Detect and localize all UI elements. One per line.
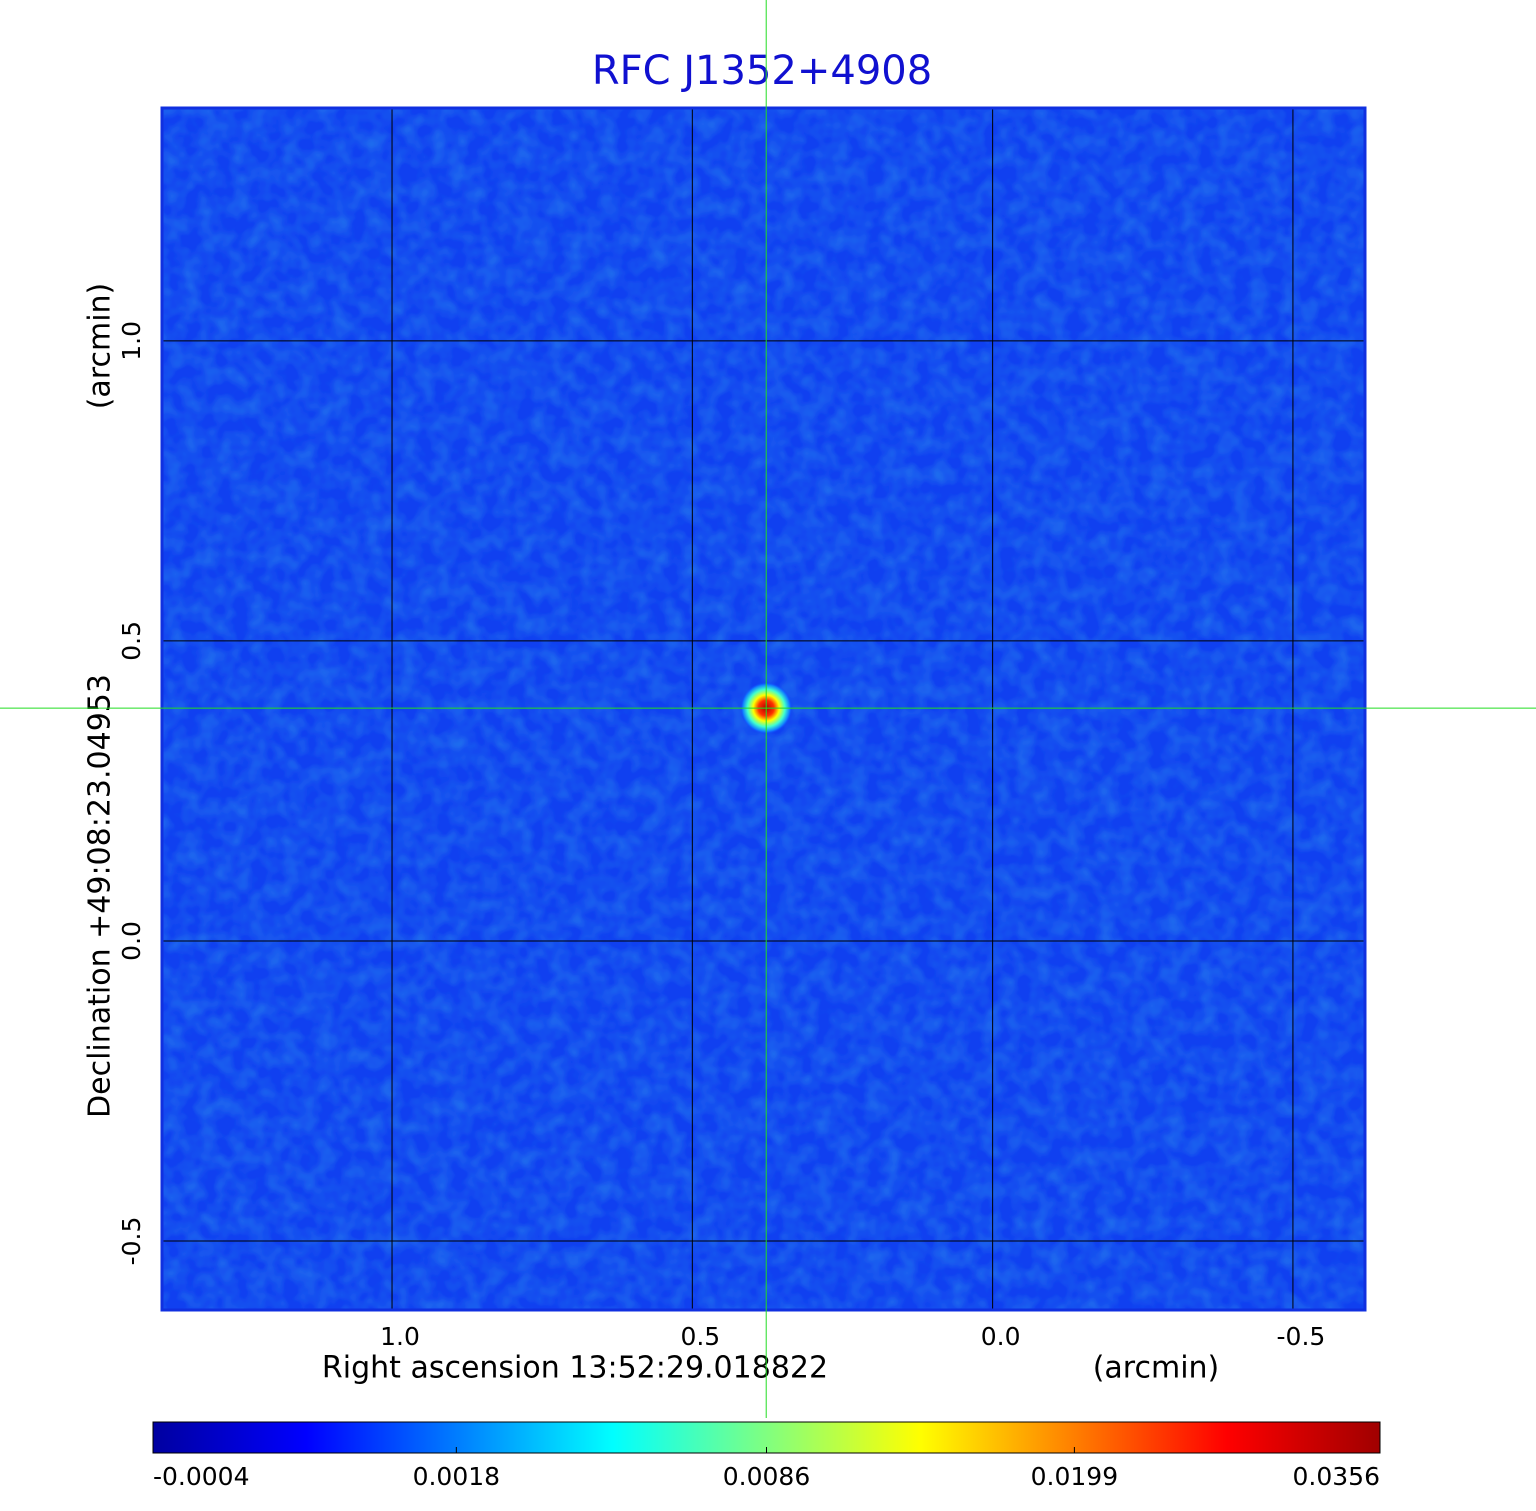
x-tick-label: -0.5 (1277, 1322, 1326, 1351)
colorbar-tick-label: 0.0356 (1293, 1462, 1380, 1491)
colorbar-tick-label: -0.0004 (153, 1462, 250, 1491)
y-tick-label: -0.5 (117, 1217, 146, 1266)
image-frame (160, 106, 1367, 1312)
y-axis-label: Declination +49:08:23.04953 (83, 674, 118, 1118)
x-axis-label: Right ascension 13:52:29.018822 (322, 1351, 828, 1386)
y-axis-unit: (arcmin) (83, 283, 118, 410)
colorbar-tick-label: 0.0199 (1031, 1462, 1118, 1491)
y-tick-label: 0.5 (117, 621, 146, 661)
y-tick-label: 0.0 (117, 921, 146, 961)
chart-title: RFC J1352+4908 (592, 48, 932, 94)
x-tick-label: 1.0 (380, 1322, 420, 1351)
y-tick-label: 1.0 (117, 321, 146, 361)
colorbar-tick-label: 0.0018 (413, 1462, 500, 1491)
x-tick-label: 0.0 (981, 1322, 1021, 1351)
colorbar-tick-label: 0.0086 (723, 1462, 810, 1491)
x-axis-unit: (arcmin) (1093, 1351, 1220, 1386)
x-tick-label: 0.5 (680, 1322, 720, 1351)
